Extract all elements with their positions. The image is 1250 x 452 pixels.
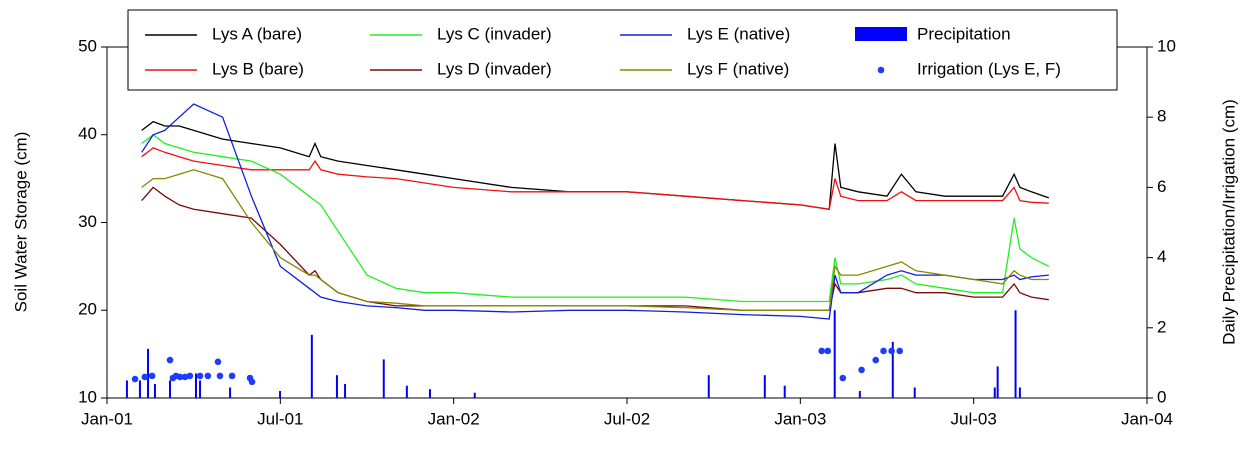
precipitation-bar — [194, 373, 197, 398]
precipitation-bar — [153, 383, 156, 398]
precipitation-bar — [138, 380, 141, 398]
precipitation-bar — [382, 359, 385, 398]
x-tick-label: Jul-03 — [951, 409, 997, 428]
legend-label: Lys A (bare) — [212, 24, 302, 43]
x-tick-label: Jan-02 — [428, 409, 480, 428]
irrigation-point — [872, 356, 880, 364]
irrigation-point — [839, 374, 847, 382]
precipitation-bar — [405, 385, 408, 398]
y2-tick-label: 8 — [1157, 107, 1166, 126]
legend-label: Lys F (native) — [687, 59, 789, 78]
irrigation-point — [181, 373, 189, 381]
irrigation-point — [131, 375, 139, 383]
precipitation-bar — [858, 390, 861, 398]
precipitation-bar — [891, 341, 894, 398]
legend-label: Lys B (bare) — [212, 59, 304, 78]
precipitation-bar — [707, 375, 710, 398]
precipitation-bar — [428, 389, 431, 398]
y2-tick-label: 2 — [1157, 317, 1166, 336]
irrigation-point — [176, 373, 184, 381]
y-tick-label: 20 — [78, 300, 97, 319]
precipitation-bar — [1018, 387, 1021, 398]
precipitation-bar — [168, 380, 171, 398]
series-line — [141, 133, 1050, 303]
x-tick-label: Jan-03 — [774, 409, 826, 428]
precipitation-bar — [996, 366, 999, 398]
y2-tick-label: 10 — [1157, 36, 1176, 55]
irrigation-point — [896, 347, 904, 355]
legend-box — [127, 9, 1118, 91]
series-line — [141, 120, 1050, 211]
precipitation-bar — [913, 387, 916, 398]
legend-label: Irrigation (Lys E, F) — [917, 59, 1061, 78]
irrigation-point — [141, 373, 149, 381]
series-line — [141, 186, 1049, 311]
precipitation-bar — [335, 375, 338, 398]
precipitation-bar — [473, 392, 476, 398]
legend-label: Lys E (native) — [687, 24, 790, 43]
precipitation-bar — [229, 387, 232, 398]
legend-swatch — [855, 27, 907, 41]
legend-swatch — [877, 66, 885, 74]
precipitation-bar — [993, 387, 996, 398]
legend-label: Lys C (invader) — [437, 24, 552, 43]
precipitation-bar — [763, 375, 766, 398]
irrigation-point — [204, 372, 212, 380]
y-axis-title: Soil Water Storage (cm) — [11, 132, 30, 313]
series-line — [141, 169, 1049, 311]
precipitation-bar — [1014, 310, 1017, 398]
irrigation-point — [888, 347, 895, 355]
y2-tick-label: 0 — [1157, 387, 1166, 406]
legend-label: Precipitation — [917, 24, 1011, 43]
irrigation-point — [214, 358, 222, 366]
x-tick-label: Jul-02 — [604, 409, 650, 428]
irrigation-point — [196, 372, 204, 380]
precipitation-bar — [833, 310, 836, 398]
series-line — [141, 103, 1049, 320]
precipitation-bar — [783, 385, 786, 398]
precipitation-bar — [199, 380, 202, 398]
y2-axis-title: Daily Precipitation/Irrigation (cm) — [1219, 99, 1238, 345]
y-tick-label: 10 — [78, 387, 97, 406]
y2-tick-label: 4 — [1157, 247, 1166, 266]
irrigation-point — [216, 372, 224, 380]
y-tick-label: 30 — [78, 212, 97, 231]
irrigation-point — [824, 347, 832, 355]
precipitation-bar — [147, 348, 150, 398]
irrigation-point — [166, 356, 174, 364]
y-tick-label: 50 — [78, 36, 97, 55]
irrigation-point — [818, 347, 826, 355]
series-line — [141, 147, 1049, 211]
irrigation-point — [228, 372, 236, 380]
x-tick-label: Jul-01 — [257, 409, 303, 428]
y-tick-label: 40 — [78, 124, 97, 143]
precipitation-bar — [125, 380, 128, 398]
irrigation-point — [186, 372, 194, 380]
precipitation-bar — [310, 334, 313, 398]
x-tick-label: Jan-01 — [81, 409, 133, 428]
legend-label: Lys D (invader) — [437, 59, 552, 78]
plot-frame — [106, 46, 1148, 399]
irrigation-point — [248, 378, 256, 386]
y2-tick-label: 6 — [1157, 177, 1166, 196]
precipitation-bar — [279, 390, 282, 398]
irrigation-point — [880, 347, 887, 355]
x-tick-label: Jan-04 — [1121, 409, 1173, 428]
irrigation-point — [858, 366, 865, 374]
precipitation-bar — [344, 383, 347, 398]
irrigation-point — [148, 372, 156, 380]
